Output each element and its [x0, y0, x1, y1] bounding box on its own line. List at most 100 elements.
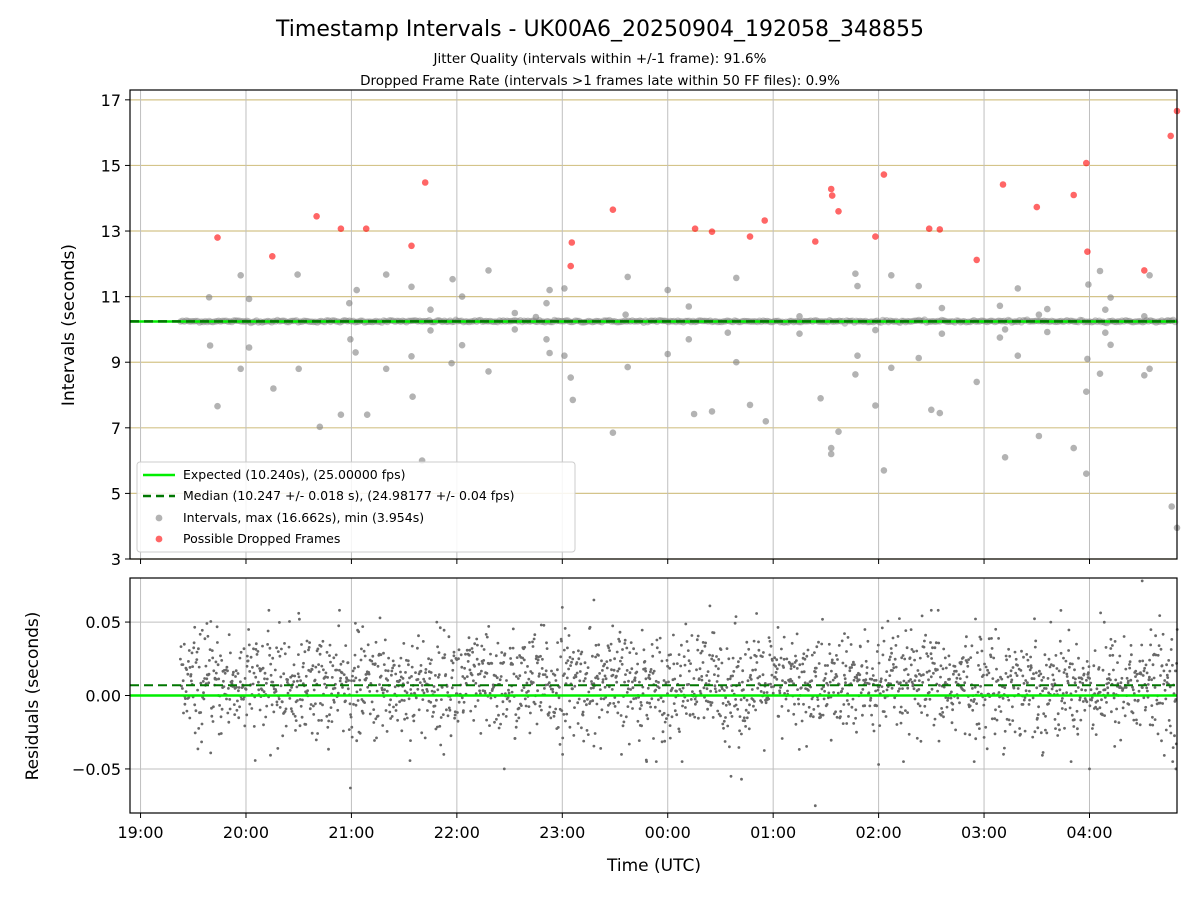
residual-point	[933, 662, 936, 665]
residual-point	[363, 701, 366, 704]
residual-point	[799, 686, 803, 690]
residual-point	[1055, 689, 1059, 693]
residual-point	[360, 647, 363, 651]
residual-point	[648, 677, 652, 681]
residual-point	[530, 671, 534, 675]
residual-point	[1078, 696, 1082, 699]
residual-point	[508, 646, 512, 650]
residual-point	[1071, 676, 1075, 680]
residual-point	[1096, 699, 1099, 703]
residual-point	[1018, 727, 1021, 730]
residual-point	[1091, 723, 1095, 727]
residual-point	[938, 683, 941, 687]
residual-point	[1090, 696, 1094, 699]
residual-point	[671, 686, 674, 690]
residual-point	[883, 696, 887, 699]
residual-point	[734, 703, 738, 707]
interval-point	[622, 311, 629, 319]
residual-point	[338, 679, 342, 683]
residual-point	[328, 713, 331, 717]
residual-point	[867, 682, 871, 686]
residual-point	[568, 655, 572, 659]
residual-point	[619, 659, 622, 663]
residual-point	[1167, 659, 1171, 662]
residual-point	[841, 722, 845, 725]
residual-point	[214, 660, 218, 664]
residual-point	[469, 709, 473, 713]
residual-point	[843, 673, 846, 677]
residual-point	[1051, 673, 1055, 677]
residual-point	[1077, 656, 1080, 660]
residual-point	[236, 672, 240, 675]
residual-point	[639, 701, 643, 704]
residual-point	[798, 663, 802, 667]
residual-point	[720, 661, 724, 665]
residual-point	[219, 732, 223, 735]
residual-point	[556, 641, 559, 644]
residual-point	[472, 719, 476, 722]
residual-point	[192, 646, 196, 650]
residual-point	[331, 664, 335, 668]
residual-point	[264, 715, 268, 719]
residual-point	[475, 657, 479, 661]
residual-point	[909, 678, 912, 681]
residual-point	[814, 670, 817, 674]
residual-point	[987, 637, 991, 641]
residual-point	[192, 641, 196, 645]
residual-point	[736, 664, 740, 668]
interval-point	[1102, 306, 1109, 314]
residual-point	[263, 671, 267, 675]
residual-point	[918, 656, 922, 660]
residual-point	[644, 669, 648, 673]
residual-point	[629, 688, 632, 691]
residual-point	[835, 675, 839, 678]
residual-point	[686, 699, 690, 702]
residuals-panel: −0.050.000.05 19:00 20:00 21:00 22:00 23:00 0…	[23, 577, 1179, 876]
residual-point	[1031, 735, 1035, 739]
residual-point	[680, 760, 684, 763]
residual-point	[379, 653, 383, 657]
residual-point	[1085, 660, 1089, 663]
residual-point	[1089, 681, 1093, 685]
residual-point	[296, 679, 299, 683]
interval-point	[746, 401, 754, 409]
residual-point	[975, 702, 978, 705]
residual-point	[792, 712, 796, 716]
residual-point	[878, 724, 882, 727]
residual-point	[582, 679, 586, 683]
residual-point	[408, 676, 411, 680]
residual-point	[610, 668, 613, 672]
residual-point	[279, 684, 283, 688]
residual-point	[429, 700, 433, 704]
residual-point	[802, 670, 806, 674]
residual-point	[1159, 674, 1162, 677]
residual-point	[962, 670, 966, 673]
residual-point	[250, 707, 254, 710]
residual-point	[678, 730, 681, 733]
residual-point	[397, 664, 401, 668]
residual-point	[238, 656, 242, 660]
residual-point	[499, 675, 503, 678]
residual-point	[188, 666, 192, 669]
residual-point	[449, 698, 452, 701]
residual-point	[525, 681, 529, 685]
residual-point	[979, 637, 983, 641]
residual-point	[1156, 732, 1160, 736]
residual-point	[684, 706, 687, 709]
residual-point	[693, 715, 697, 719]
residual-point	[555, 691, 558, 695]
residual-point	[392, 705, 395, 709]
residual-point	[780, 647, 783, 651]
residual-point	[368, 712, 372, 716]
residual-point	[389, 698, 392, 702]
residual-point	[736, 707, 740, 711]
residual-point	[982, 673, 985, 677]
residual-point	[288, 697, 292, 700]
residual-point	[1121, 706, 1125, 710]
residual-point	[237, 689, 240, 693]
residual-point	[307, 648, 310, 652]
residual-point	[740, 732, 743, 736]
residual-point	[505, 708, 509, 711]
residual-point	[761, 673, 765, 677]
dropped-frame-point	[421, 179, 429, 186]
